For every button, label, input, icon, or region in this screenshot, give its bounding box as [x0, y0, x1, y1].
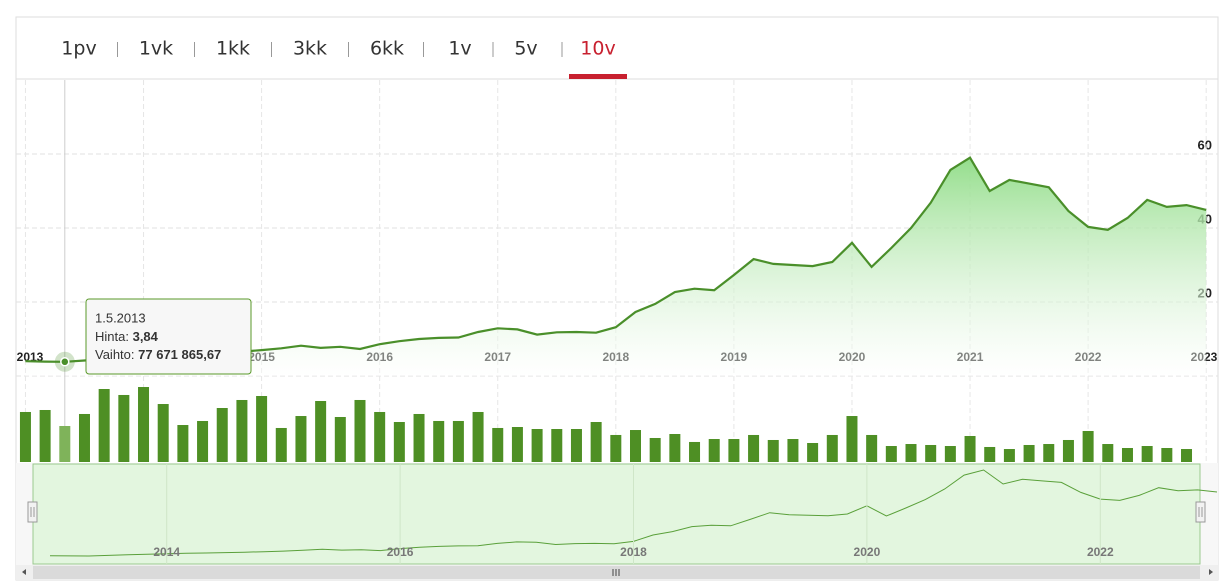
volume-bar: [767, 439, 779, 462]
tab[interactable]: 3kk: [293, 38, 327, 60]
volume-bar: [1102, 444, 1114, 462]
volume-bar: [905, 444, 917, 462]
volume-bar: [334, 416, 346, 462]
scroll-grip: [612, 569, 620, 576]
tooltip-price: Hinta: 3,84: [95, 329, 159, 344]
volume-bar: [807, 442, 819, 462]
navigator-window[interactable]: [32, 463, 1201, 565]
label: Hinta:: [95, 329, 129, 344]
volume-bar: [19, 411, 31, 462]
handle-grip: [1198, 507, 1203, 517]
hover-point: [60, 357, 70, 367]
volume-bar: [610, 434, 622, 462]
volume-bar: [669, 434, 681, 462]
scrollbar: [16, 501, 1218, 580]
navigator: 2014 2016 2018 2020 2022: [16, 463, 1218, 565]
volume-bar: [728, 439, 740, 462]
volume-bar: [649, 437, 661, 462]
volume-bar: [1161, 448, 1173, 462]
volume-bar: [787, 439, 799, 462]
volume-bar: [452, 420, 464, 462]
volume-bar: [984, 446, 996, 462]
tab[interactable]: 5v: [514, 38, 537, 60]
navigator-tick-label: 2020: [854, 545, 881, 559]
volume-bar: [1062, 439, 1074, 462]
tab[interactable]: 10v: [580, 38, 615, 60]
volume-bar: [748, 434, 760, 462]
navigator-tick-label: 2018: [620, 545, 647, 559]
navigator-tick-label: 2016: [387, 545, 414, 559]
volume-bar: [472, 411, 484, 462]
scroll-right[interactable]: [1209, 569, 1213, 575]
tab[interactable]: 1pv: [61, 38, 96, 60]
volume-bar: [1023, 444, 1035, 462]
volume-bar: [354, 399, 366, 462]
volume-bar: [708, 439, 720, 462]
volume-bar: [295, 416, 307, 462]
volume-bar: [177, 425, 189, 462]
volume-bar: [590, 422, 602, 462]
tab[interactable]: 6kk: [370, 38, 404, 60]
volume-bar: [1043, 444, 1055, 462]
value: 3,84: [133, 329, 159, 344]
price-area: [25, 157, 1207, 376]
volume-bar: [689, 441, 701, 462]
volume-bar: [315, 401, 327, 462]
tooltip-date: 1.5.2013: [95, 310, 146, 325]
volume-bar: [236, 399, 248, 462]
volume-bar: [1082, 430, 1094, 462]
navigator-tick-label: 2022: [1087, 545, 1114, 559]
volume-bar: [59, 425, 71, 462]
volume-bar: [1003, 449, 1015, 462]
label: Vaihto:: [95, 347, 135, 362]
volume-bar: [629, 430, 641, 462]
volume-bar: [413, 413, 425, 462]
volume-bar: [98, 389, 110, 462]
volume-bar: [275, 427, 287, 462]
tab[interactable]: 1kk: [216, 38, 250, 60]
volume-bar: [866, 434, 878, 462]
volume-bar: [492, 427, 504, 462]
volume-bar: [885, 446, 897, 462]
volume-bar: [1121, 448, 1133, 462]
tab-bar: 1pv 1vk 1kk 3kk 6kk 1v 5v 10v: [61, 38, 627, 79]
tab[interactable]: 1vk: [139, 38, 173, 60]
handle-grip: [30, 507, 35, 517]
navigator-tick-label: 2014: [153, 545, 180, 559]
volume-bar: [1181, 449, 1193, 462]
volume-bar: [118, 394, 130, 462]
volume-bar: [393, 422, 405, 462]
volume-bar: [216, 408, 228, 462]
volume-bar: [138, 387, 150, 462]
handle-left[interactable]: [27, 501, 38, 523]
volume-bar: [551, 428, 563, 462]
volume-bar: [531, 428, 543, 462]
volume-bar: [197, 420, 209, 462]
handle-right[interactable]: [1195, 501, 1206, 523]
volume-bar: [570, 428, 582, 462]
volume-bar: [826, 434, 838, 462]
volume-bar: [374, 411, 386, 462]
volume-bar: [256, 395, 268, 462]
volume-bar: [511, 427, 523, 462]
volume-bar: [944, 446, 956, 462]
tab-underline: [569, 74, 627, 79]
volume-bar: [157, 404, 169, 462]
value: 77 671 865,67: [138, 347, 221, 362]
volume-bar: [433, 420, 445, 462]
volume-bar: [925, 444, 937, 462]
y-tick-label: 60: [1198, 137, 1212, 152]
tooltip-box: [85, 298, 252, 375]
scroll-left[interactable]: [21, 569, 26, 575]
tab[interactable]: 1v: [448, 38, 471, 60]
volume-bar: [964, 435, 976, 462]
tooltip-volume: Vaihto: 77 671 865,67: [95, 347, 221, 362]
volume-bar: [39, 409, 51, 462]
volume-bar: [846, 416, 858, 462]
tooltip: 1.5.2013 Hinta: 3,84 Vaihto: 77 671 865,…: [85, 298, 252, 375]
volume-bar: [1141, 446, 1153, 462]
volume-bar: [78, 413, 90, 462]
